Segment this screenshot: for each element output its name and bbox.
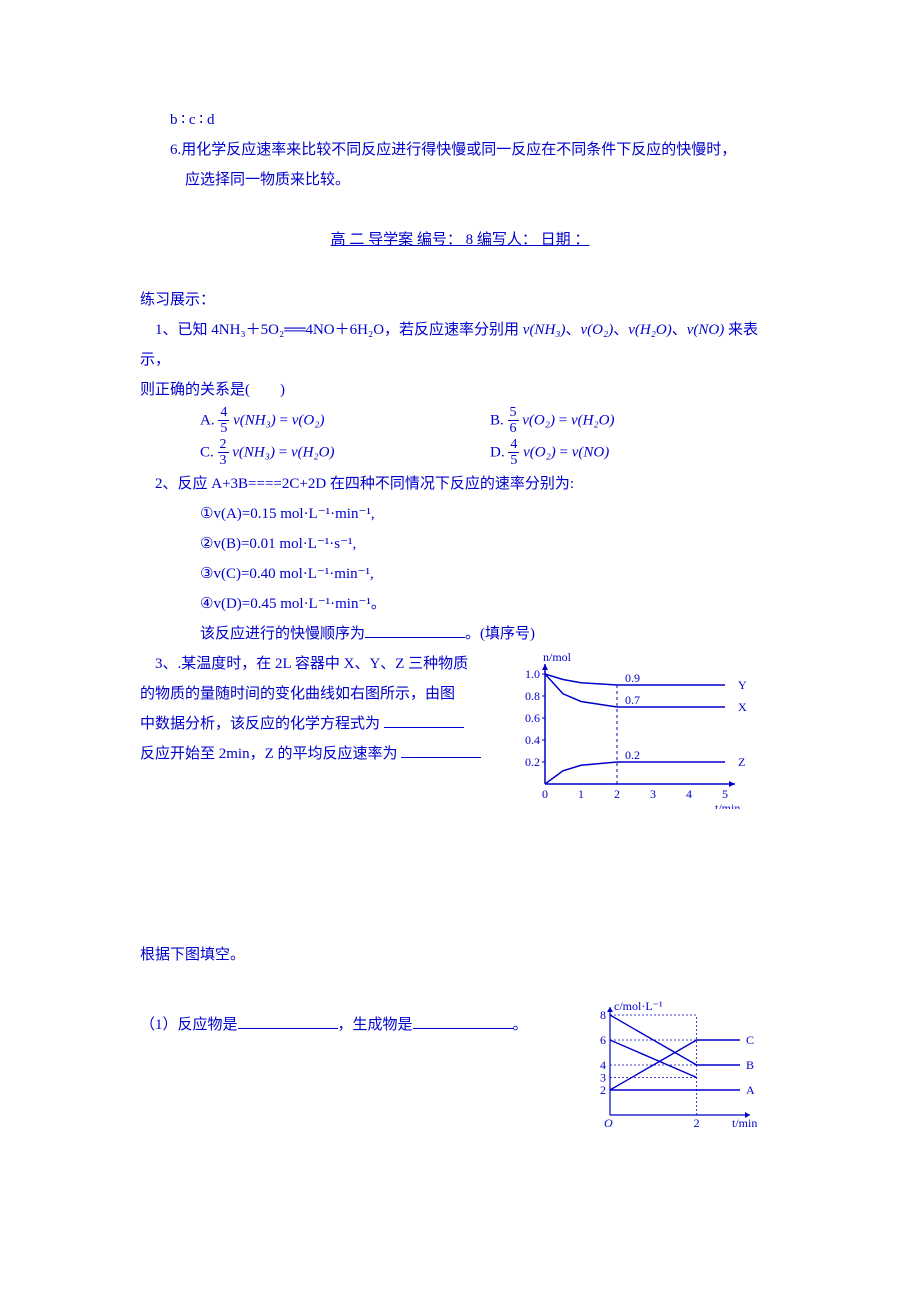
opt-b-label: B. bbox=[490, 412, 504, 428]
svg-text:t/min: t/min bbox=[715, 801, 740, 809]
section-title: 练习展示： bbox=[140, 285, 780, 315]
q1-option-a: A. 45 v(NH₃) = v(O₂) bbox=[200, 405, 490, 437]
document-page: b ∶ c ∶ d 6.用化学反应速率来比较不同反应进行得快慢或同一反应在不同条… bbox=[0, 0, 920, 1302]
worksheet-header: 高 二 导学案 编号： 8 编写人： 日期 ： bbox=[140, 225, 780, 255]
svg-text:6: 6 bbox=[600, 1033, 606, 1047]
svg-text:0.8: 0.8 bbox=[525, 689, 540, 703]
svg-text:1.0: 1.0 bbox=[525, 667, 540, 681]
svg-text:Y: Y bbox=[738, 678, 747, 692]
svg-text:2: 2 bbox=[614, 787, 620, 801]
svg-text:1: 1 bbox=[578, 787, 584, 801]
svg-text:3: 3 bbox=[600, 1070, 606, 1084]
text-line-6b: 应选择同一物质来比较。 bbox=[140, 165, 780, 195]
svg-text:0.6: 0.6 bbox=[525, 711, 540, 725]
text-line-6: 6.用化学反应速率来比较不同反应进行得快慢或同一反应在不同条件下反应的快慢时， bbox=[140, 135, 780, 165]
fraction-icon: 45 bbox=[508, 437, 519, 469]
bottom-instruction: 根据下图填空。 bbox=[140, 940, 780, 970]
svg-text:8: 8 bbox=[600, 1008, 606, 1022]
q3-l3: 中数据分析，该反应的化学方程式为 bbox=[140, 709, 500, 739]
text-line-bcd: b ∶ c ∶ d bbox=[140, 105, 780, 135]
fill-blank[interactable] bbox=[413, 1013, 513, 1029]
q1-option-b: B. 56 v(O₂) = v(H₂O) bbox=[490, 405, 780, 437]
svg-text:0.7: 0.7 bbox=[625, 693, 640, 707]
q1-stem-line2: 则正确的关系是( ) bbox=[140, 375, 780, 405]
q2-item-2: ②v(B)=0.01 mol·L⁻¹·s⁻¹, bbox=[140, 529, 780, 559]
q2-conclusion: 该反应进行的快慢顺序为。(填序号) bbox=[140, 619, 780, 649]
q3-block: 3、.某温度时，在 2L 容器中 X、Y、Z 三种物质 的物质的量随时间的变化曲… bbox=[140, 649, 780, 820]
svg-text:2: 2 bbox=[600, 1083, 606, 1097]
svg-text:C: C bbox=[746, 1033, 754, 1047]
svg-text:0.4: 0.4 bbox=[525, 733, 540, 747]
q1-stem-line1: 1、已知 4NH₃＋5O₂══4NO＋6H₂O，若反应速率分别用 v(NH₃)、… bbox=[140, 315, 780, 375]
q1-stem-head: 1、已知 4NH₃＋5O₂══4NO＋6H₂O，若反应速率分别用 bbox=[155, 322, 523, 338]
q4-text: （1）反应物是，生成物是。 bbox=[140, 1000, 570, 1040]
svg-text:t/min: t/min bbox=[732, 1116, 757, 1130]
q3-text: 3、.某温度时，在 2L 容器中 X、Y、Z 三种物质 的物质的量随时间的变化曲… bbox=[140, 649, 500, 769]
fraction-icon: 45 bbox=[218, 405, 229, 437]
fill-blank[interactable] bbox=[238, 1013, 338, 1029]
q3-chart: 0.2 0.4 0.6 0.8 1.0 0 1 2 3 4 5 0.9 Y 0.7 X 0.2 Zn/mol t/… bbox=[510, 649, 750, 820]
svg-text:B: B bbox=[746, 1058, 754, 1072]
svg-text:0.2: 0.2 bbox=[525, 755, 540, 769]
opt-c-label: C. bbox=[200, 444, 214, 460]
svg-text:0: 0 bbox=[542, 787, 548, 801]
q1-v3: v(H₂O) bbox=[628, 322, 672, 338]
q1-option-d: D. 45 v(O₂) = v(NO) bbox=[490, 437, 780, 469]
fill-blank[interactable] bbox=[401, 742, 481, 758]
q1-v2: v(O₂) bbox=[581, 322, 614, 338]
q1-v1: v(NH₃) bbox=[523, 322, 566, 338]
q2-item-4: ④v(D)=0.45 mol·L⁻¹·min⁻¹。 bbox=[140, 589, 780, 619]
svg-text:3: 3 bbox=[650, 787, 656, 801]
q3-l1: 3、.某温度时，在 2L 容器中 X、Y、Z 三种物质 bbox=[140, 649, 500, 679]
svg-text:0.2: 0.2 bbox=[625, 748, 640, 762]
q2-stem: 2、反应 A+3B====2C+2D 在四种不同情况下反应的速率分别为: bbox=[140, 469, 780, 499]
q1-option-c: C. 23 v(NH₃) = v(H₂O) bbox=[200, 437, 490, 469]
q1-options-row2: C. 23 v(NH₃) = v(H₂O) D. 45 v(O₂) = v(NO… bbox=[140, 437, 780, 469]
svg-text:5: 5 bbox=[722, 787, 728, 801]
line-chart-icon: 234682OABCc/mol·L⁻¹t/min bbox=[590, 1000, 770, 1130]
svg-text:Z: Z bbox=[738, 755, 745, 769]
q3-l2: 的物质的量随时间的变化曲线如右图所示，由图 bbox=[140, 679, 500, 709]
svg-text:X: X bbox=[738, 700, 747, 714]
svg-text:0.9: 0.9 bbox=[625, 671, 640, 685]
svg-text:2: 2 bbox=[694, 1116, 700, 1130]
line-chart-icon: 0.2 0.4 0.6 0.8 1.0 0 1 2 3 4 5 0.9 Y 0.7 X 0.2 Zn/mol t/… bbox=[510, 649, 750, 809]
q2-item-1: ①v(A)=0.15 mol·L⁻¹·min⁻¹, bbox=[140, 499, 780, 529]
q4-block: （1）反应物是，生成物是。 234682OABCc/mol·L⁻¹t/min bbox=[140, 1000, 780, 1141]
fraction-icon: 23 bbox=[218, 437, 229, 469]
svg-text:4: 4 bbox=[686, 787, 692, 801]
q1-options-row1: A. 45 v(NH₃) = v(O₂) B. 56 v(O₂) = v(H₂O… bbox=[140, 405, 780, 437]
opt-d-label: D. bbox=[490, 444, 505, 460]
svg-text:c/mol·L⁻¹: c/mol·L⁻¹ bbox=[614, 1000, 663, 1013]
svg-text:4: 4 bbox=[600, 1058, 606, 1072]
fill-blank[interactable] bbox=[384, 712, 464, 728]
fill-blank[interactable] bbox=[365, 622, 465, 638]
svg-text:O: O bbox=[604, 1116, 613, 1130]
opt-a-label: A. bbox=[200, 412, 215, 428]
q4-chart: 234682OABCc/mol·L⁻¹t/min bbox=[590, 1000, 770, 1141]
svg-text:n/mol: n/mol bbox=[543, 650, 572, 664]
q1-v4: v(NO) bbox=[687, 322, 725, 338]
q3-l4: 反应开始至 2min，Z 的平均反应速率为 bbox=[140, 739, 500, 769]
svg-text:A: A bbox=[746, 1083, 755, 1097]
q2-item-3: ③v(C)=0.40 mol·L⁻¹·min⁻¹, bbox=[140, 559, 780, 589]
fraction-icon: 56 bbox=[508, 405, 519, 437]
